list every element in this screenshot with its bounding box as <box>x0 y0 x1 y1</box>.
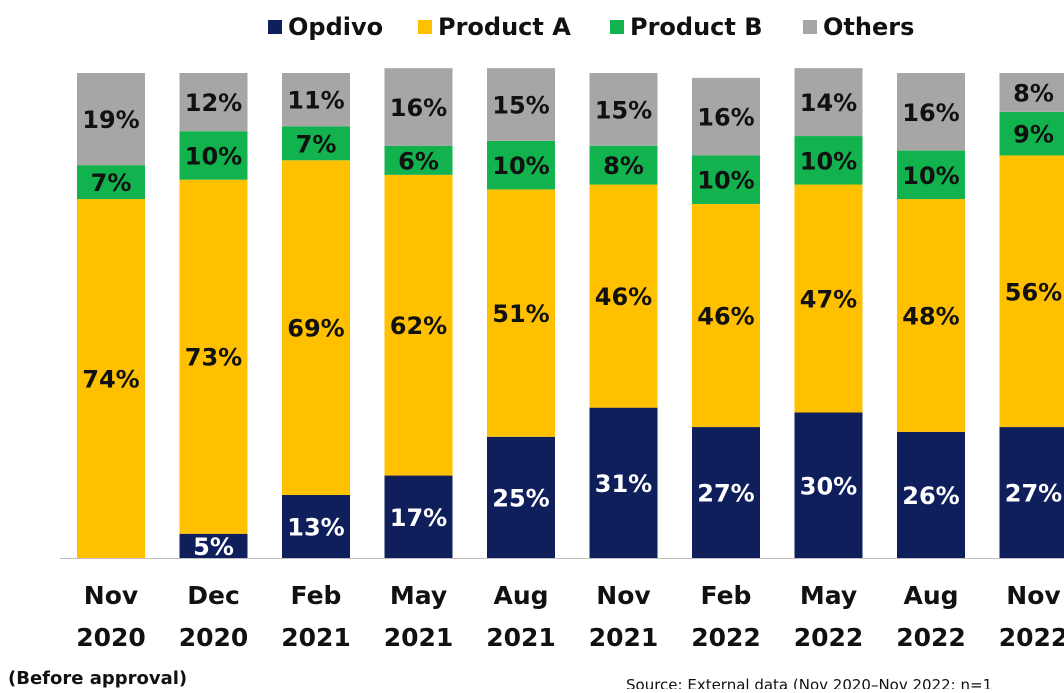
data-label: 15% <box>595 96 652 124</box>
x-tick-label-year: 2020 <box>76 623 146 652</box>
data-label: 26% <box>902 482 959 510</box>
legend-label-opdivo: Opdivo <box>288 13 383 41</box>
data-label: 25% <box>492 484 549 512</box>
x-tick-label-year: 2022 <box>691 623 761 652</box>
data-label: 46% <box>697 303 754 331</box>
x-tick-label-year: 2021 <box>384 623 454 652</box>
legend-swatch-product-b <box>610 20 624 34</box>
x-tick-label-month: Feb <box>701 581 752 610</box>
data-label: 13% <box>287 513 344 541</box>
data-label: 5% <box>193 533 234 561</box>
legend-label-product-a: Product A <box>438 13 571 41</box>
data-label: 10% <box>185 142 242 170</box>
legend-label-others: Others <box>823 13 914 41</box>
x-tick-label-month: Nov <box>84 581 138 610</box>
data-label: 16% <box>697 104 754 132</box>
data-label: 47% <box>800 286 857 314</box>
data-label: 8% <box>603 152 644 180</box>
data-label: 7% <box>296 130 337 158</box>
data-label: 27% <box>1005 480 1062 508</box>
x-tick-label-month: Aug <box>903 581 958 610</box>
data-label: 17% <box>390 504 447 532</box>
x-tick-label-year: 2021 <box>281 623 351 652</box>
x-tick-label-year: 2022 <box>999 623 1064 652</box>
x-tick-label-year: 2021 <box>589 623 659 652</box>
data-label: 11% <box>287 87 344 115</box>
data-label: 15% <box>492 92 549 120</box>
x-tick-label-year: 2022 <box>896 623 966 652</box>
data-label: 10% <box>902 162 959 190</box>
source-note: Source: External data (Nov 2020–Nov 2022… <box>626 676 992 689</box>
data-label: 30% <box>800 472 857 500</box>
x-tick-label-year: 2020 <box>179 623 249 652</box>
data-label: 31% <box>595 470 652 498</box>
data-label: 51% <box>492 300 549 328</box>
data-label: 10% <box>800 147 857 175</box>
before-approval-note: (Before approval) <box>8 668 187 689</box>
data-label: 10% <box>697 167 754 195</box>
data-label: 27% <box>697 480 754 508</box>
data-label: 9% <box>1013 121 1054 149</box>
data-label: 14% <box>800 89 857 117</box>
x-tick-label-year: 2022 <box>794 623 864 652</box>
data-label: 16% <box>902 99 959 127</box>
data-label: 6% <box>398 147 439 175</box>
data-label: 19% <box>82 106 139 134</box>
x-tick-label-month: Aug <box>493 581 548 610</box>
data-label: 48% <box>902 303 959 331</box>
legend-label-product-b: Product B <box>630 13 763 41</box>
data-label: 12% <box>185 89 242 117</box>
x-tick-label-month: Dec <box>187 581 240 610</box>
x-tick-label-month: Nov <box>1006 581 1060 610</box>
data-label: 7% <box>91 169 132 197</box>
data-label: 73% <box>185 344 242 372</box>
data-label: 10% <box>492 152 549 180</box>
x-tick-label-month: May <box>800 581 857 610</box>
x-tick-label-month: Feb <box>291 581 342 610</box>
legend-swatch-product-a <box>418 20 432 34</box>
data-label: 74% <box>82 366 139 394</box>
data-label: 69% <box>287 315 344 343</box>
legend-swatch-others <box>803 20 817 34</box>
data-label: 16% <box>390 94 447 122</box>
data-label: 62% <box>390 312 447 340</box>
legend-swatch-opdivo <box>268 20 282 34</box>
data-label: 46% <box>595 283 652 311</box>
x-tick-label-year: 2021 <box>486 623 556 652</box>
x-tick-label-month: Nov <box>596 581 650 610</box>
data-label: 8% <box>1013 79 1054 107</box>
x-tick-label-month: May <box>390 581 447 610</box>
data-label: 56% <box>1005 278 1062 306</box>
